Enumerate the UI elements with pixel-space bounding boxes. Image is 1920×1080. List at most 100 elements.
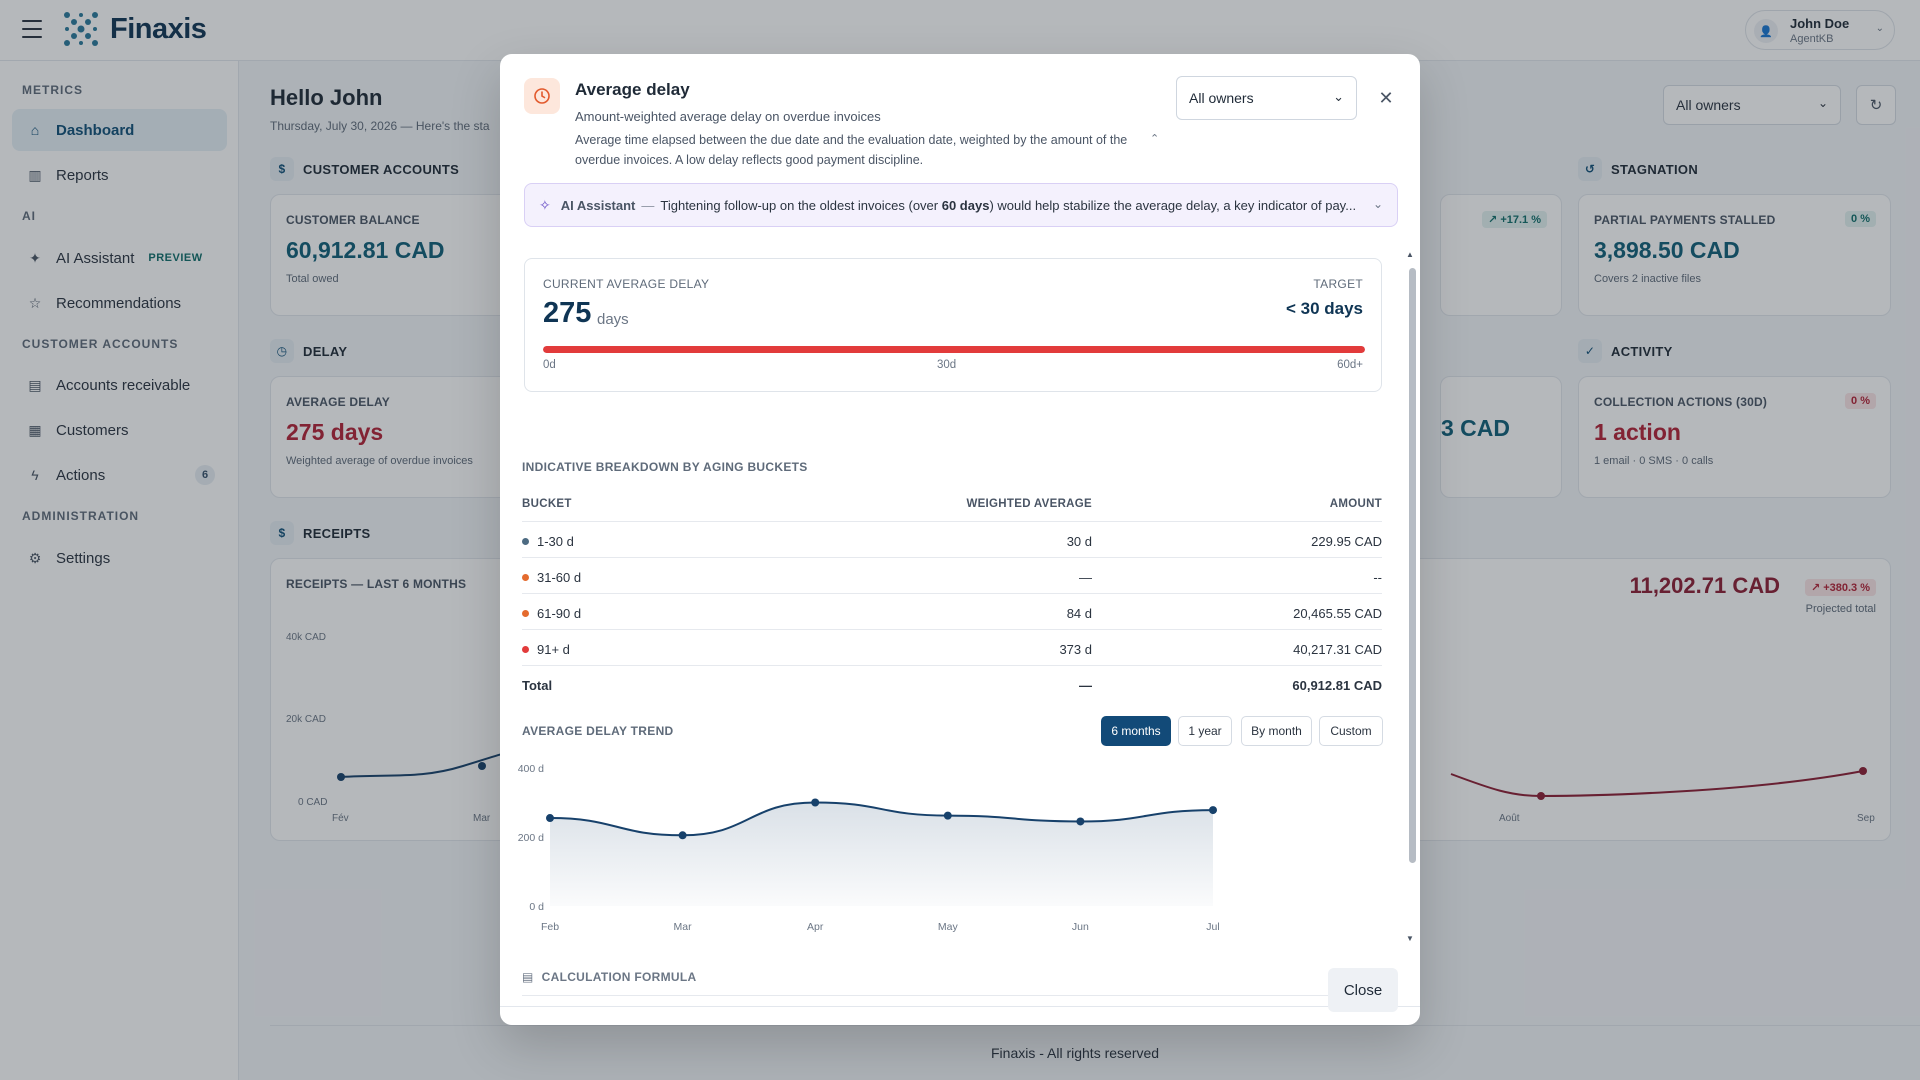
trend-title: AVERAGE DELAY TREND: [522, 724, 674, 738]
receipts-line-right: [1450, 770, 1864, 798]
breakdown-title: INDICATIVE BREAKDOWN BY AGING BUCKETS: [522, 460, 808, 474]
breakdown-table: BUCKET WEIGHTED AVERAGE AMOUNT 1-30 d 30…: [522, 486, 1382, 702]
card-value: 1 action: [1594, 419, 1681, 445]
sidebar-item-label: Customers: [56, 421, 129, 439]
sidebar-item-recommendations[interactable]: ☆ Recommendations: [12, 282, 227, 324]
range-6-months-button[interactable]: 6 months: [1101, 716, 1171, 746]
amount-cell: 20,465.55 CAD: [1293, 606, 1382, 621]
bucket-label: 91+ d: [537, 642, 570, 657]
bucket-cell: 1-30 d: [522, 534, 574, 549]
refresh-button[interactable]: ↻: [1856, 85, 1896, 125]
total-avg: —: [1079, 678, 1092, 693]
card-label: CUSTOMER BALANCE: [286, 213, 420, 227]
section-title: DELAY: [303, 343, 348, 359]
trend-point[interactable]: [546, 814, 554, 823]
sidebar-item-dashboard[interactable]: ⌂ Dashboard: [12, 109, 227, 151]
range-1-year-button[interactable]: 1 year: [1178, 716, 1232, 746]
actions-count-badge: 6: [195, 465, 215, 485]
avg-cell: 84 d: [1066, 606, 1092, 621]
bucket-label: 31-60 d: [537, 570, 582, 585]
scroll-down-arrow-icon[interactable]: ▼: [1406, 934, 1414, 943]
app-logo[interactable]: Finaxis: [62, 10, 207, 48]
current-delay-unit: days: [597, 311, 629, 328]
sidebar-item-ai-assistant[interactable]: ✦ AI Assistant PREVIEW: [12, 237, 227, 279]
receipts-point: [1537, 792, 1545, 800]
chevron-down-icon: ⌄: [1817, 96, 1828, 110]
scroll-up-arrow-icon[interactable]: ▲: [1406, 250, 1414, 259]
range-custom-button[interactable]: Custom: [1319, 716, 1383, 746]
user-menu[interactable]: 👤 John Doe AgentKB ⌄: [1745, 10, 1895, 50]
owner-filter-value: All owners: [1676, 97, 1741, 113]
collection-actions-card[interactable]: COLLECTION ACTIONS (30D) 0 % 1 action 1 …: [1578, 376, 1891, 498]
check-circle-icon: ✓: [1578, 339, 1602, 363]
card-sub: Covers 2 inactive files: [1594, 273, 1701, 285]
card-value: 275 days: [286, 419, 384, 445]
projected-sub: Projected total: [1805, 603, 1876, 615]
trend-point[interactable]: [1076, 817, 1085, 826]
x-tick-label: Jul: [1206, 921, 1219, 933]
close-button[interactable]: Close: [1328, 968, 1398, 1012]
trend-point[interactable]: [943, 811, 952, 820]
header-weighted-average: WEIGHTED AVERAGE: [966, 498, 1092, 510]
x-tick: Fév: [332, 813, 349, 824]
sidebar-item-accounts-receivable[interactable]: ▤ Accounts receivable: [12, 364, 227, 406]
sidebar-item-settings[interactable]: ⚙ Settings: [12, 537, 227, 579]
menu-icon[interactable]: [22, 20, 42, 38]
current-delay-label: CURRENT AVERAGE DELAY: [543, 277, 710, 291]
average-delay-card[interactable]: AVERAGE DELAY 275 days Weighted average …: [270, 376, 520, 498]
header-bucket: BUCKET: [522, 498, 572, 510]
customer-balance-card[interactable]: CUSTOMER BALANCE 60,912.81 CAD Total owe…: [270, 194, 520, 316]
preview-badge: PREVIEW: [148, 252, 203, 264]
clock-icon: ◷: [270, 339, 294, 363]
trend-point[interactable]: [678, 831, 687, 840]
home-icon: ⌂: [30, 122, 40, 138]
card-label: PARTIAL PAYMENTS STALLED: [1594, 213, 1776, 227]
ai-assistant-banner[interactable]: ✧ AI Assistant — Tightening follow-up on…: [524, 183, 1398, 227]
hidden-amount-card[interactable]: 3 CAD: [1440, 376, 1562, 498]
ai-message: Tightening follow-up on the oldest invoi…: [660, 198, 1360, 213]
modal-subtitle: Amount-weighted average delay on overdue…: [575, 109, 881, 124]
section-title: CUSTOMER ACCOUNTS: [303, 161, 460, 177]
ai-text-part: ) would help stabilize the average delay…: [989, 197, 1357, 213]
card-value: 60,912.81 CAD: [286, 237, 445, 263]
owner-filter-select[interactable]: All owners ⌄: [1663, 85, 1841, 125]
sidebar-item-label: Dashboard: [56, 121, 135, 139]
close-icon[interactable]: ✕: [1378, 87, 1394, 108]
x-tick-label: Jun: [1072, 921, 1089, 933]
dollar-icon: $: [270, 157, 294, 181]
ai-text-part: Tightening follow-up on the oldest invoi…: [660, 197, 942, 213]
modal-scrollbar[interactable]: [1409, 268, 1416, 863]
chevron-down-icon: ⌄: [1875, 23, 1884, 34]
trend-point[interactable]: [811, 798, 820, 807]
chevron-up-icon[interactable]: ⌃: [1150, 133, 1160, 145]
partial-payments-card[interactable]: PARTIAL PAYMENTS STALLED 0 % 3,898.50 CA…: [1578, 194, 1891, 316]
document-icon: ▤: [28, 376, 42, 393]
card-sub: Weighted average of overdue invoices: [286, 455, 473, 467]
user-name: John Doe: [1790, 16, 1850, 31]
card-sub: 1 email · 0 SMS · 0 calls: [1594, 455, 1714, 467]
total-amount: 60,912.81 CAD: [1292, 678, 1382, 693]
range-by-month-button[interactable]: By month: [1241, 716, 1312, 746]
modal-scroll-area[interactable]: CURRENT AVERAGE DELAY 275 days TARGET < …: [500, 242, 1420, 1006]
refresh-icon: ↻: [1869, 97, 1883, 114]
sidebar-item-actions[interactable]: ϟ Actions 6: [12, 454, 227, 496]
calculation-formula-toggle[interactable]: ▤ CALCULATION FORMULA ⌃: [522, 970, 1382, 996]
receipts-point: [478, 762, 486, 770]
trend-point[interactable]: [1209, 806, 1217, 815]
table-header: BUCKET WEIGHTED AVERAGE AMOUNT: [522, 486, 1382, 522]
card-label: RECEIPTS — LAST 6 MONTHS: [286, 577, 467, 591]
sidebar-item-label: Recommendations: [56, 294, 182, 312]
page-date-line: Thursday, July 30, 2026 — Here's the sta: [270, 119, 490, 133]
x-tick-label: May: [938, 921, 959, 933]
sidebar-item-customers[interactable]: ▦ Customers: [12, 409, 227, 451]
growth-badge: ↗ +17.1 %: [1482, 211, 1547, 228]
sidebar-item-reports[interactable]: ▥ Reports: [12, 154, 227, 196]
chevron-down-icon: ⌄: [1372, 197, 1383, 211]
building-icon: ▦: [28, 421, 42, 438]
modal-owner-select[interactable]: All owners ⌄: [1176, 76, 1357, 120]
table-row: 91+ d 373 d 40,217.31 CAD: [522, 630, 1382, 666]
x-tick: Mar: [473, 813, 491, 824]
hidden-growth-card[interactable]: ↗ +17.1 %: [1440, 194, 1562, 316]
avg-cell: 373 d: [1059, 642, 1092, 657]
receipts-point: [337, 773, 345, 781]
